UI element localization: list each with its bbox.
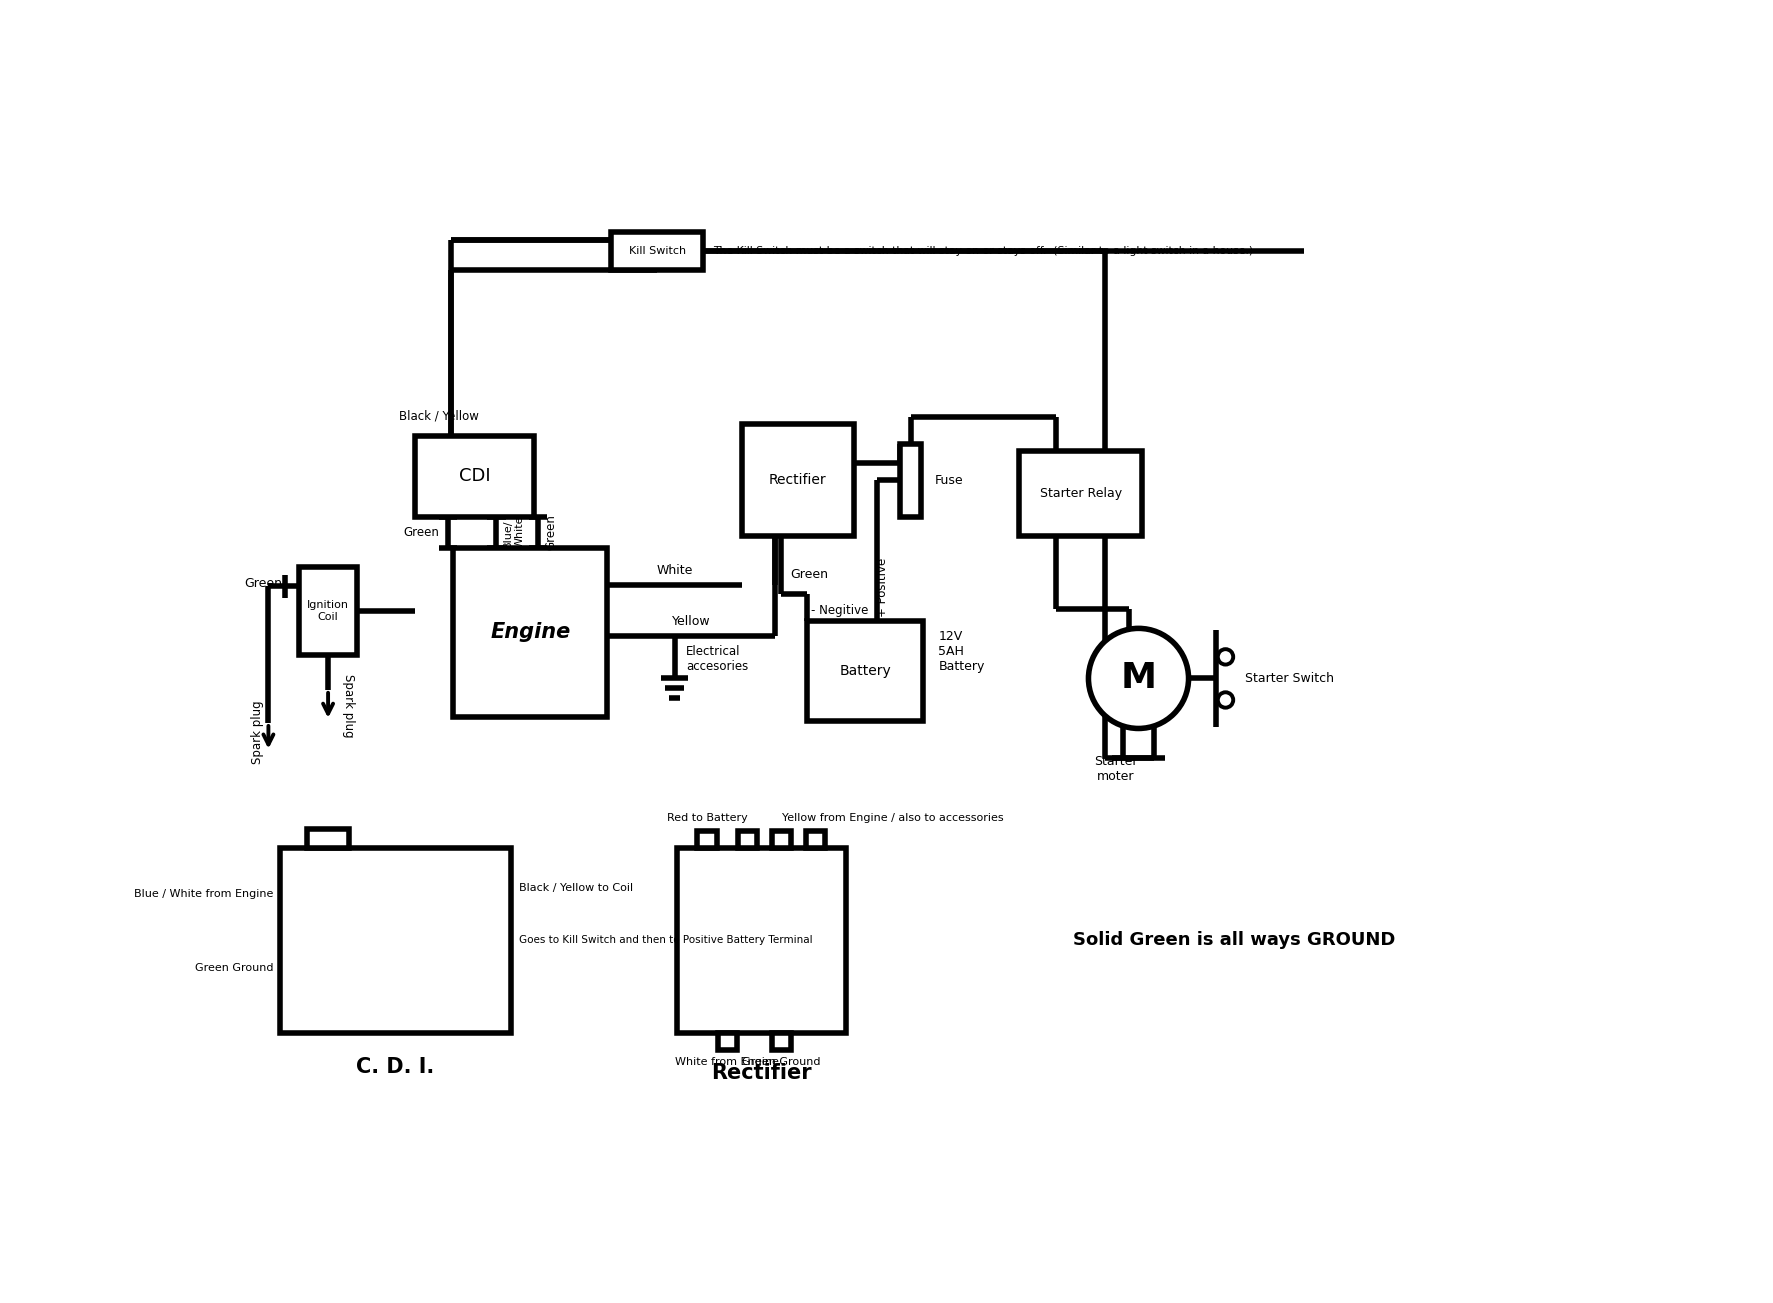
Text: Spark plug: Spark plug [250,701,264,764]
Bar [280,848,511,1032]
Text: Fuse: Fuse [934,474,965,486]
Text: Starter Switch: Starter Switch [1245,672,1333,685]
Text: Kill Switch: Kill Switch [629,246,686,257]
Bar [454,547,606,717]
Text: Solid Green is all ways GROUND: Solid Green is all ways GROUND [1073,932,1395,949]
Text: Green Ground: Green Ground [195,963,273,973]
Bar [901,443,922,517]
Bar [697,831,716,848]
Text: Starter
moter: Starter moter [1094,756,1136,783]
Text: C. D. I.: C. D. I. [356,1057,434,1078]
Text: Blue / White from Engine: Blue / White from Engine [135,889,273,899]
Text: CDI: CDI [459,468,489,485]
Text: Green Ground: Green Ground [743,1057,821,1067]
Bar [307,829,349,848]
Bar [771,1032,791,1049]
Text: Yellow: Yellow [672,615,711,628]
Bar [771,831,791,848]
Text: Green: Green [402,526,440,539]
Text: White: White [656,564,693,577]
Circle shape [1218,649,1234,665]
Text: Rectifier: Rectifier [769,473,826,487]
Text: M: M [1121,662,1156,696]
Bar [807,620,924,721]
Bar [300,567,356,655]
Bar [805,831,824,848]
Text: Red to Battery: Red to Battery [667,813,748,823]
Text: Ignition
Coil: Ignition Coil [307,601,349,622]
Text: Electrical
accesories: Electrical accesories [686,645,748,672]
Text: Goes to Kill Switch and then to Positive Battery Terminal: Goes to Kill Switch and then to Positive… [519,936,812,945]
Text: The Kill Switch must be a switch that will stay on or stays off.  (Similar to a : The Kill Switch must be a switch that wi… [713,246,1254,257]
Bar [415,437,534,517]
Text: Blue/
White: Blue/ White [504,516,525,549]
Bar [738,831,757,848]
Bar [741,425,853,536]
Text: Battery: Battery [839,663,892,678]
Text: White from Engine: White from Engine [676,1057,780,1067]
Text: Green: Green [245,577,282,590]
Circle shape [1089,628,1188,728]
Text: Green: Green [791,568,828,581]
Text: Yellow from Engine / also to accessories: Yellow from Engine / also to accessories [782,813,1004,823]
Circle shape [1218,692,1234,708]
Text: 12V
5AH
Battery: 12V 5AH Battery [938,629,984,672]
Text: Black / Yellow: Black / Yellow [399,409,479,422]
Text: - Negitive: - Negitive [812,603,869,616]
Bar [718,1032,738,1049]
Bar [612,232,704,270]
Text: + Positive: + Positive [876,558,888,616]
Text: Green: Green [544,515,558,550]
Text: Black / Yellow to Coil: Black / Yellow to Coil [519,883,633,894]
Bar [1019,451,1142,536]
Text: Starter Relay: Starter Relay [1039,487,1122,500]
Text: Rectifier: Rectifier [711,1063,812,1083]
Bar [677,848,846,1032]
Text: Spark plug: Spark plug [342,674,355,737]
Text: Engine: Engine [489,623,571,642]
